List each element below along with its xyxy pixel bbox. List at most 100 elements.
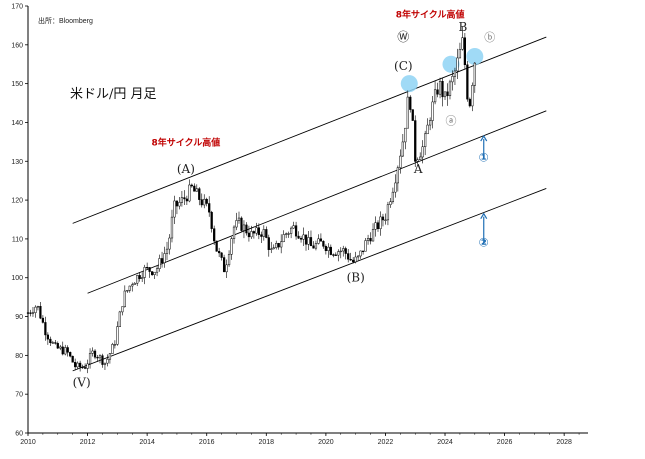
x-tick-label: 2020 bbox=[318, 439, 334, 446]
candle-body bbox=[51, 342, 54, 344]
candle-body bbox=[36, 306, 40, 308]
arrow-head bbox=[480, 134, 488, 142]
candle-body bbox=[183, 197, 186, 200]
x-tick-label: 2022 bbox=[378, 439, 394, 446]
candle-body bbox=[376, 222, 380, 230]
candle-body bbox=[133, 282, 136, 285]
candle-body bbox=[414, 120, 417, 162]
candle-body bbox=[116, 326, 119, 345]
y-tick-label: 160 bbox=[11, 42, 23, 49]
candle-body bbox=[141, 277, 144, 279]
candle-body bbox=[466, 64, 469, 100]
candle-body bbox=[225, 264, 228, 273]
candle-body bbox=[210, 211, 213, 229]
candle-body bbox=[292, 225, 295, 229]
candle-body bbox=[429, 120, 432, 126]
candle-body bbox=[319, 238, 323, 242]
candle-body bbox=[245, 224, 248, 234]
candle-body bbox=[153, 271, 156, 275]
channel-line-3 bbox=[72, 188, 547, 372]
highlight-circle bbox=[466, 47, 484, 65]
candle-body bbox=[359, 250, 362, 257]
candle-body bbox=[250, 231, 253, 238]
candle-body bbox=[180, 197, 184, 203]
candle-body bbox=[165, 248, 169, 254]
candle-body bbox=[448, 81, 452, 97]
candle-body bbox=[473, 62, 476, 86]
candle-body bbox=[255, 227, 258, 234]
candle-body bbox=[83, 367, 87, 369]
candle-body bbox=[150, 271, 154, 275]
candle-body bbox=[188, 184, 191, 202]
candle-body bbox=[155, 268, 159, 273]
candle-body bbox=[138, 275, 141, 279]
x-tick-label: 2028 bbox=[556, 439, 572, 446]
candle-body bbox=[409, 96, 412, 110]
x-tick-label: 2024 bbox=[437, 439, 453, 446]
candle-body bbox=[81, 366, 84, 369]
candle-body bbox=[438, 81, 442, 95]
candle-body bbox=[49, 338, 52, 344]
candle-body bbox=[290, 227, 293, 234]
candle-body bbox=[39, 306, 42, 319]
candle-body bbox=[101, 355, 104, 365]
candle-body bbox=[424, 133, 427, 147]
highlight-circle bbox=[400, 75, 418, 93]
candle-body bbox=[131, 284, 134, 287]
candle-body bbox=[357, 255, 360, 258]
candle-body bbox=[260, 234, 263, 237]
x-tick-label: 2010 bbox=[20, 439, 36, 446]
candle-body bbox=[456, 57, 459, 72]
candle-body bbox=[312, 245, 315, 249]
candle-body bbox=[118, 311, 121, 327]
candle-body bbox=[299, 237, 303, 240]
candle-body bbox=[436, 89, 439, 95]
candle-body bbox=[185, 198, 188, 202]
candle-body bbox=[272, 247, 275, 250]
candle-body bbox=[240, 217, 243, 231]
candle-body bbox=[128, 285, 131, 291]
candle-body bbox=[287, 233, 290, 235]
chart-title: 米ドル/円 月足 bbox=[70, 87, 157, 102]
candle-body bbox=[163, 253, 166, 264]
x-tick-label: 2012 bbox=[80, 439, 96, 446]
candle-body bbox=[339, 250, 342, 253]
candle-body bbox=[148, 267, 151, 272]
candle-body bbox=[121, 306, 124, 313]
x-tick-label: 2014 bbox=[139, 439, 155, 446]
candle-body bbox=[247, 232, 251, 238]
source-label: 出所：Bloomberg bbox=[38, 16, 93, 25]
candle-body bbox=[426, 124, 429, 135]
candle-body bbox=[220, 252, 223, 258]
candle-body bbox=[309, 237, 313, 247]
candle-body bbox=[136, 275, 139, 284]
candle-body bbox=[230, 238, 233, 255]
candle-body bbox=[237, 217, 241, 221]
candle-body bbox=[168, 237, 171, 250]
annotation-label: (B) bbox=[347, 271, 365, 285]
candle-body bbox=[232, 226, 236, 239]
candle-body bbox=[173, 200, 176, 218]
x-tick-label: 2016 bbox=[199, 439, 215, 446]
candle-body bbox=[317, 238, 320, 244]
candle-body bbox=[41, 317, 45, 323]
annotation-label: B bbox=[458, 20, 467, 34]
candle-body bbox=[275, 243, 278, 248]
candle-body bbox=[76, 362, 79, 368]
candle-body bbox=[411, 109, 414, 121]
candle-body bbox=[227, 254, 231, 266]
candle-body bbox=[379, 216, 382, 230]
candle-body bbox=[66, 347, 69, 353]
candle-body bbox=[208, 203, 211, 213]
candle-body bbox=[371, 229, 375, 242]
y-tick-label: 110 bbox=[12, 236, 23, 243]
candle-body bbox=[218, 251, 221, 254]
candle-body bbox=[79, 362, 82, 368]
candle-body bbox=[282, 234, 285, 243]
candle-body bbox=[307, 237, 310, 245]
y-tick-label: 60 bbox=[15, 431, 23, 438]
candle-body bbox=[98, 355, 102, 359]
arrows bbox=[480, 134, 488, 243]
candle-body bbox=[111, 344, 114, 354]
